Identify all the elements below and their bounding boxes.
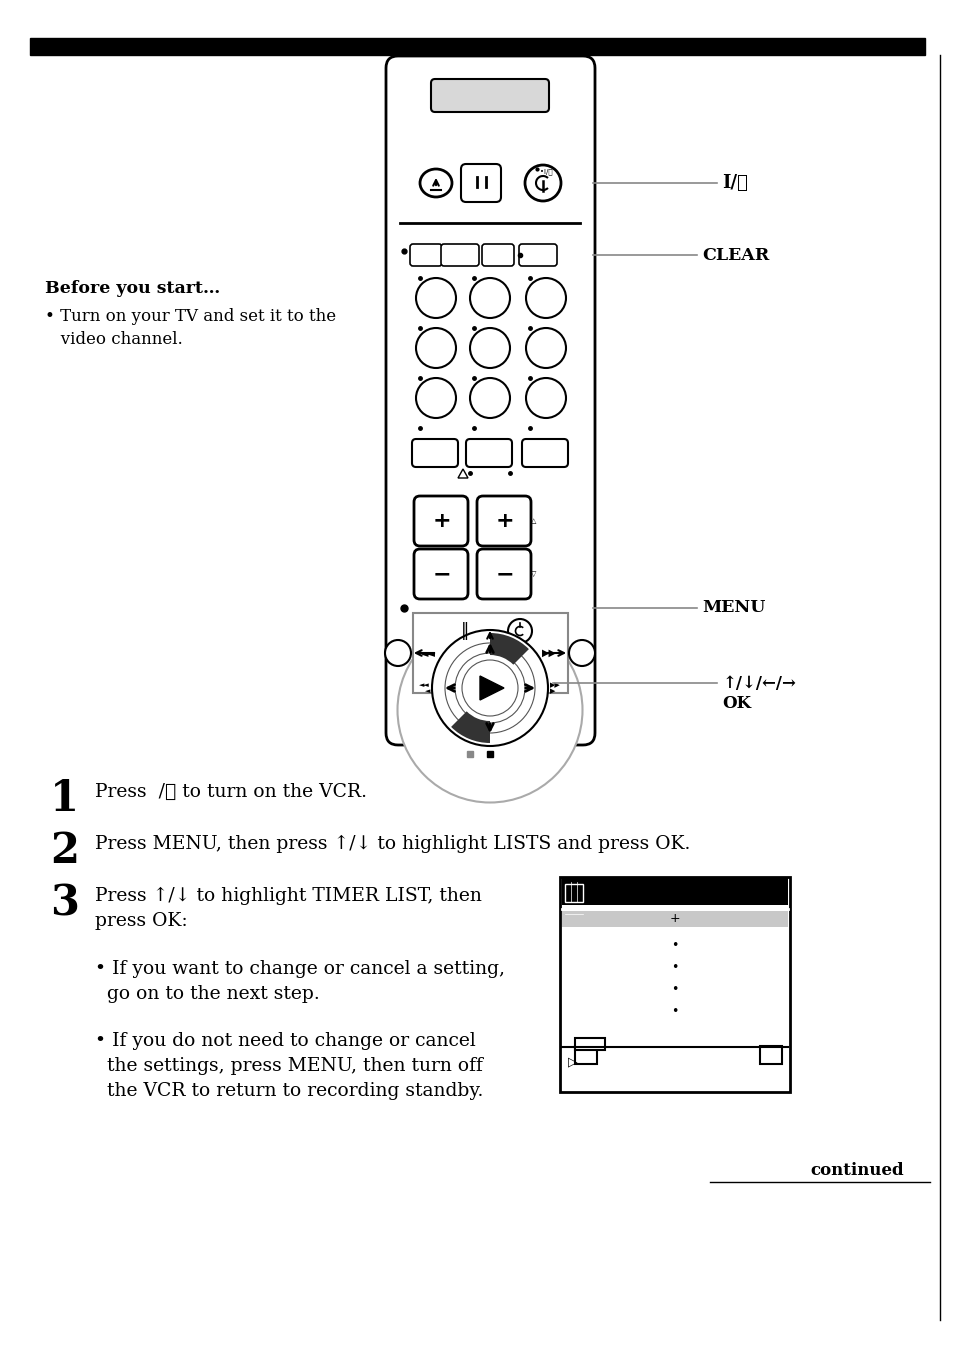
- Text: •: •: [671, 983, 678, 995]
- Circle shape: [525, 379, 565, 418]
- Wedge shape: [490, 633, 528, 665]
- Circle shape: [461, 660, 517, 717]
- Circle shape: [444, 644, 535, 733]
- Text: • Turn on your TV and set it to the
   video channel.: • Turn on your TV and set it to the vide…: [45, 308, 335, 349]
- Text: ↑/↓/←/→: ↑/↓/←/→: [721, 675, 795, 691]
- Text: ▶▶
▶: ▶▶ ▶: [550, 683, 560, 694]
- Circle shape: [416, 379, 456, 418]
- Bar: [575, 1038, 604, 1051]
- Circle shape: [524, 165, 560, 201]
- Circle shape: [525, 329, 565, 368]
- Text: Press  /⏻ to turn on the VCR.: Press /⏻ to turn on the VCR.: [95, 783, 367, 800]
- Text: ▶▶: ▶▶: [541, 648, 557, 658]
- Circle shape: [525, 279, 565, 318]
- Text: OK: OK: [721, 695, 750, 711]
- Circle shape: [507, 619, 532, 644]
- Bar: [575, 1046, 597, 1064]
- Text: ‖: ‖: [460, 622, 469, 639]
- Text: ◄◄: ◄◄: [420, 648, 436, 658]
- Text: +: +: [669, 913, 679, 926]
- FancyBboxPatch shape: [521, 439, 567, 466]
- Text: • If you do not need to change or cancel
  the settings, press MENU, then turn o: • If you do not need to change or cancel…: [95, 1032, 483, 1101]
- Text: +: +: [433, 511, 451, 531]
- Text: I/⌛: I/⌛: [721, 174, 747, 192]
- Text: ▷: ▷: [567, 1056, 577, 1068]
- Text: ◄◄
◄: ◄◄ ◄: [418, 683, 430, 694]
- Text: • If you want to change or cancel a setting,
  go on to the next step.: • If you want to change or cancel a sett…: [95, 960, 504, 1003]
- Bar: [760, 1046, 781, 1064]
- Text: △: △: [531, 518, 536, 525]
- Polygon shape: [479, 676, 503, 700]
- Text: +: +: [496, 511, 514, 531]
- Circle shape: [470, 279, 510, 318]
- Circle shape: [470, 379, 510, 418]
- Text: CLEAR: CLEAR: [701, 246, 768, 264]
- FancyBboxPatch shape: [465, 439, 512, 466]
- FancyBboxPatch shape: [412, 439, 457, 466]
- FancyBboxPatch shape: [386, 55, 595, 745]
- Ellipse shape: [397, 618, 582, 803]
- Text: MENU: MENU: [701, 599, 764, 617]
- Text: 2: 2: [50, 830, 79, 872]
- FancyBboxPatch shape: [460, 164, 500, 201]
- Text: Press MENU, then press ↑/↓ to highlight LISTS and press OK.: Press MENU, then press ↑/↓ to highlight …: [95, 836, 690, 853]
- Text: Press ↑/↓ to highlight TIMER LIST, then
press OK:: Press ↑/↓ to highlight TIMER LIST, then …: [95, 887, 481, 930]
- Text: •: •: [671, 1005, 678, 1018]
- Circle shape: [385, 639, 411, 667]
- Circle shape: [432, 630, 547, 746]
- FancyBboxPatch shape: [481, 243, 514, 266]
- Text: Before you start…: Before you start…: [45, 280, 220, 297]
- FancyBboxPatch shape: [476, 549, 531, 599]
- Circle shape: [455, 653, 524, 723]
- FancyBboxPatch shape: [440, 243, 478, 266]
- Circle shape: [416, 329, 456, 368]
- FancyBboxPatch shape: [476, 496, 531, 546]
- Ellipse shape: [419, 169, 452, 197]
- Text: 3: 3: [50, 882, 79, 923]
- Bar: [413, 612, 567, 694]
- Text: •: •: [671, 938, 678, 952]
- Text: 1: 1: [50, 777, 79, 821]
- Bar: [559, 877, 789, 1092]
- Bar: [561, 877, 787, 904]
- Circle shape: [568, 639, 595, 667]
- Circle shape: [416, 279, 456, 318]
- FancyBboxPatch shape: [414, 549, 468, 599]
- FancyBboxPatch shape: [414, 496, 468, 546]
- Bar: [561, 911, 787, 927]
- Text: −: −: [496, 564, 514, 584]
- Text: −: −: [433, 564, 451, 584]
- FancyBboxPatch shape: [518, 243, 557, 266]
- Bar: [564, 884, 582, 902]
- Polygon shape: [457, 469, 468, 479]
- FancyBboxPatch shape: [431, 78, 548, 112]
- Text: •I/⌛: •I/⌛: [539, 169, 552, 176]
- FancyBboxPatch shape: [410, 243, 441, 266]
- Bar: [30, 38, 924, 55]
- Wedge shape: [451, 711, 490, 744]
- Circle shape: [470, 329, 510, 368]
- Text: ▽: ▽: [531, 571, 536, 577]
- Text: continued: continued: [809, 1161, 902, 1179]
- Text: •: •: [671, 960, 678, 973]
